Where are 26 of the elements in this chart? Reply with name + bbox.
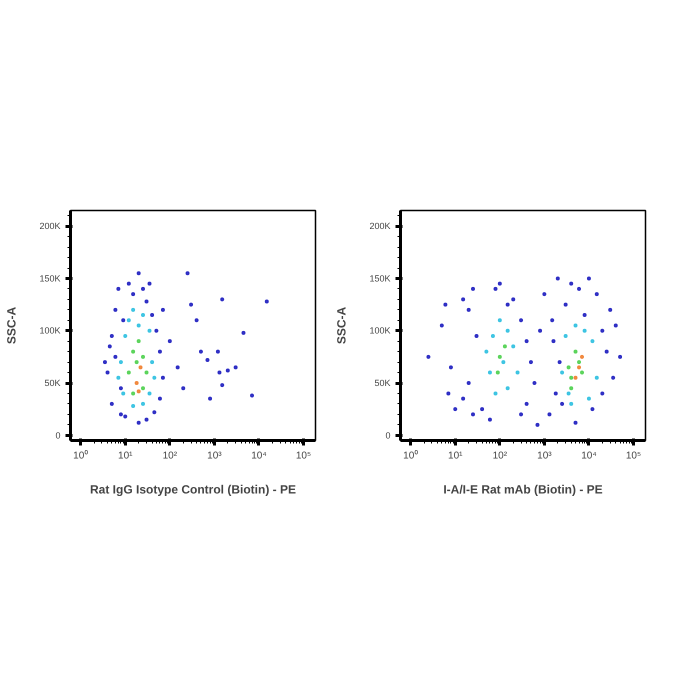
x-tick-label: 10¹ (118, 450, 134, 462)
y-tick-label: 0 (55, 430, 61, 440)
x-tick-label: 10⁴ (251, 450, 267, 462)
y-tick-label: 100K (369, 326, 391, 336)
y-tick-label: 100K (39, 326, 61, 336)
x-tick-label: 10⁰ (403, 450, 418, 462)
y-tick-label: 200K (369, 221, 391, 232)
y-axis-title: SSC-A (334, 306, 348, 344)
x-tick-label: 10² (162, 450, 178, 462)
y-tick-label: 0 (385, 430, 391, 440)
x-axis-title: I-A/I-E Rat mAb (Biotin) - PE (443, 482, 603, 496)
x-tick-label: 10³ (207, 450, 222, 462)
y-tick-label: 150K (39, 273, 61, 284)
x-axis-title: Rat IgG Isotype Control (Biotin) - PE (90, 482, 296, 496)
y-tick-label: 50K (374, 378, 390, 388)
x-tick-label: 10¹ (448, 450, 464, 462)
x-tick-label: 10⁵ (626, 450, 642, 462)
x-tick-label: 10⁴ (581, 450, 597, 462)
y-tick-label: 50K (44, 378, 60, 388)
y-axis-title: SSC-A (4, 306, 18, 344)
x-tick-label: 10⁵ (296, 450, 312, 462)
x-tick-label: 10² (492, 450, 508, 462)
x-tick-label: 10³ (537, 450, 552, 462)
y-tick-label: 150K (369, 273, 391, 284)
y-tick-label: 200K (39, 221, 61, 232)
x-tick-label: 10⁰ (73, 450, 88, 462)
